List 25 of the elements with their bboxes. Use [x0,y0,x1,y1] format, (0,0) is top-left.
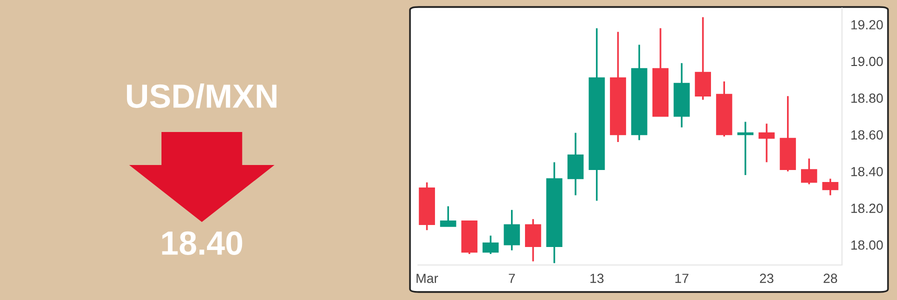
y-tick-label: 18.60 [851,130,883,140]
candlestick [482,234,499,255]
candlestick [504,209,520,252]
y-tick-label: 19.00 [851,56,883,66]
x-tick-label: Mar [416,274,438,284]
y-tick-label: 19.20 [851,20,883,30]
x-tick-label: 13 [590,274,604,284]
x-tick-label: 17 [675,274,688,283]
candlestick [801,158,818,186]
x-tick-label: 7 [508,274,515,283]
candlestick [822,178,838,196]
y-tick-label: 18.20 [851,204,883,214]
candlestick [440,205,456,228]
candlestick [567,132,584,196]
text: 18.40 [162,231,242,255]
y-tick-label: 18.00 [851,240,883,250]
candlestick [758,122,775,164]
x-tick-label: 28 [824,274,838,284]
text: USD/MXN [126,83,276,108]
candlestick [694,16,711,101]
candlestick [737,120,754,176]
candlestick [525,218,542,262]
x-tick-label: 23 [760,274,774,284]
y-tick-label: 18.80 [851,94,883,103]
y-tick-label: 18.40 [851,166,883,176]
